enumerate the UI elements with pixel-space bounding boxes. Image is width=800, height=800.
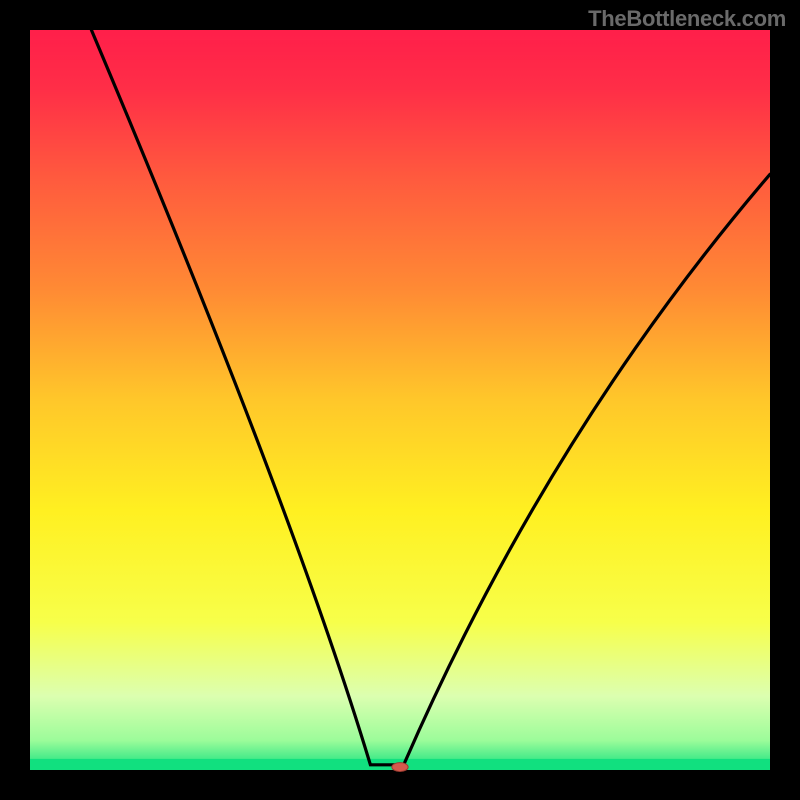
watermark-text: TheBottleneck.com [588,6,786,32]
bottleneck-chart [0,0,800,800]
chart-background [30,30,770,770]
chart-container: TheBottleneck.com [0,0,800,800]
bottleneck-point-marker [392,763,408,772]
